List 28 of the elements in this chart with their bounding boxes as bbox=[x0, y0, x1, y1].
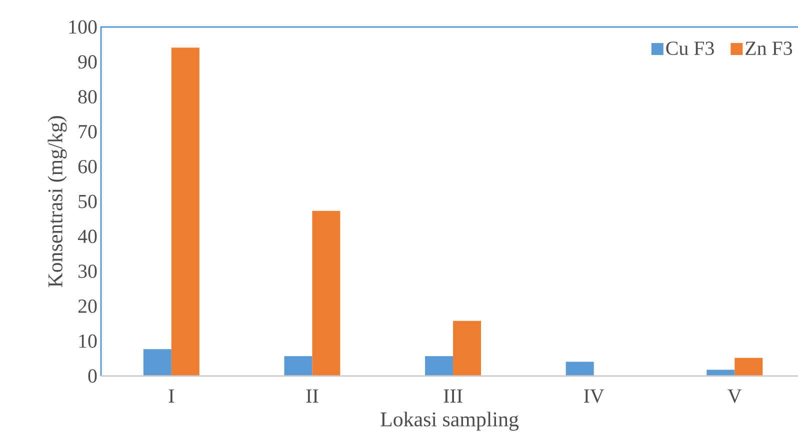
x-tick-label: II bbox=[306, 390, 318, 403]
y-tick-label: 60 bbox=[78, 160, 97, 174]
legend-label: Zn F3 bbox=[746, 42, 792, 56]
y-axis-title: Konsentrasi (mg/kg) bbox=[48, 116, 67, 288]
y-tick-label: 40 bbox=[78, 230, 97, 244]
bar bbox=[453, 320, 482, 376]
legend-label: Cu F3 bbox=[666, 42, 714, 56]
y-tick-label: 100 bbox=[69, 20, 97, 34]
bar bbox=[143, 349, 172, 376]
bar bbox=[734, 358, 763, 376]
y-tick-label: 80 bbox=[78, 90, 97, 104]
x-tick-label: I bbox=[168, 390, 174, 403]
y-tick-label: 20 bbox=[78, 299, 97, 313]
x-tick-label: V bbox=[728, 390, 742, 403]
x-tick-label: IV bbox=[584, 390, 604, 403]
y-tick-label: 70 bbox=[78, 124, 97, 138]
x-axis-title: Lokasi sampling bbox=[380, 412, 519, 431]
bar bbox=[566, 362, 594, 376]
y-tick-label: 0 bbox=[88, 369, 97, 383]
y-tick-label: 90 bbox=[78, 55, 97, 69]
y-tick-label: 50 bbox=[78, 194, 97, 208]
bar bbox=[312, 210, 340, 376]
y-tick-label: 30 bbox=[78, 264, 97, 278]
x-tick-label: III bbox=[444, 390, 462, 403]
y-tick-label: 10 bbox=[79, 334, 97, 348]
bar bbox=[171, 48, 200, 376]
bar bbox=[284, 356, 312, 376]
bar bbox=[425, 356, 454, 376]
